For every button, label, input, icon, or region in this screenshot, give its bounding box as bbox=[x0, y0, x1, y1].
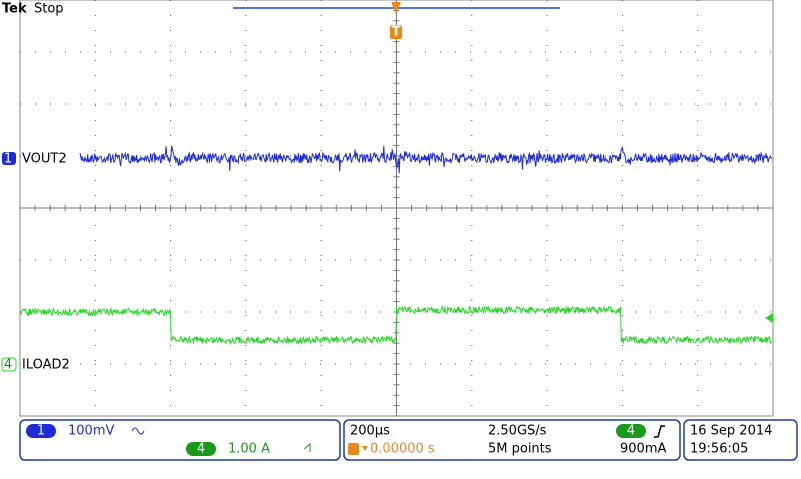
trigger-source: 4 bbox=[627, 424, 635, 439]
trigger-level-marker bbox=[765, 313, 773, 323]
ch4-badge-number: 4 bbox=[197, 442, 205, 457]
ch1-badge bbox=[26, 424, 56, 438]
trigger-position-badge bbox=[390, 25, 402, 39]
horizontal-scale: 200µs bbox=[350, 424, 390, 439]
acquisition-status: Stop bbox=[34, 2, 64, 17]
trigger-level: 900mA bbox=[620, 442, 666, 457]
trigger-position-marker: T bbox=[392, 25, 401, 40]
ch1-label: VOUT2 bbox=[22, 152, 67, 167]
ch4-badge bbox=[186, 442, 216, 456]
ch1-trace bbox=[79, 145, 773, 174]
ch1-marker-number: 1 bbox=[4, 152, 12, 167]
trigger-slope-icon bbox=[654, 425, 665, 438]
ch4-bw-icon bbox=[303, 442, 311, 452]
channel-panel bbox=[19, 419, 341, 461]
timebase-panel bbox=[343, 419, 681, 461]
ch1-badge-number: 1 bbox=[37, 424, 45, 439]
ch1-bw-icon bbox=[131, 427, 145, 435]
trigger-source-badge bbox=[616, 424, 646, 438]
ch4-trace bbox=[19, 304, 773, 346]
date: 16 Sep 2014 bbox=[690, 424, 772, 439]
ch4-marker bbox=[1, 357, 17, 372]
graticule bbox=[19, 0, 774, 417]
brand: Tek bbox=[2, 2, 27, 17]
time: 19:56:05 bbox=[690, 442, 748, 457]
trigger-pos-icon bbox=[348, 443, 359, 455]
record-length: 5M points bbox=[488, 442, 552, 457]
horizontal-position: 0.00000 s bbox=[370, 442, 435, 457]
ch1-scale: 100mV bbox=[68, 424, 114, 439]
ch1-marker bbox=[2, 152, 16, 165]
ch4-scale: 1.00 A bbox=[228, 442, 270, 457]
trigger-pos-arrow bbox=[362, 446, 368, 451]
ch4-marker-number: 4 bbox=[4, 358, 12, 373]
trigger-arrow bbox=[391, 2, 401, 14]
datetime-panel bbox=[683, 419, 798, 461]
ch4-label: ILOAD2 bbox=[22, 358, 70, 373]
sample-rate: 2.50GS/s bbox=[488, 424, 547, 439]
